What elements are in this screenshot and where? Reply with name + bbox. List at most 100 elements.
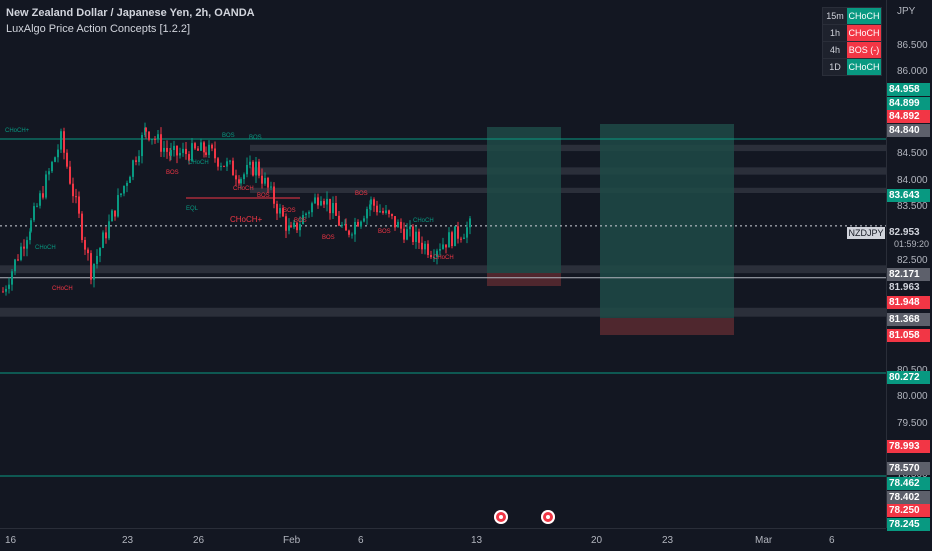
candle-body bbox=[132, 160, 134, 177]
candle-body bbox=[439, 249, 441, 251]
candle-body bbox=[264, 177, 266, 184]
candle-body bbox=[36, 205, 38, 207]
candle-body bbox=[308, 212, 310, 214]
event-marker[interactable] bbox=[494, 510, 508, 524]
time-tick: 23 bbox=[122, 535, 134, 546]
candle-body bbox=[469, 218, 471, 228]
candle-body bbox=[427, 243, 429, 255]
supply-demand-zone bbox=[250, 167, 886, 175]
candle-body bbox=[96, 255, 98, 264]
candle-body bbox=[345, 223, 347, 231]
candle-body bbox=[120, 193, 122, 196]
candle-body bbox=[252, 161, 254, 176]
candle-body bbox=[421, 242, 423, 250]
candle-body bbox=[249, 161, 251, 165]
candle-body bbox=[105, 232, 107, 239]
candle-body bbox=[394, 216, 396, 228]
candle-body bbox=[385, 210, 387, 213]
structure-label: BOS bbox=[222, 133, 235, 139]
candle-body bbox=[48, 171, 50, 175]
candle-body bbox=[200, 142, 202, 151]
candle-body bbox=[285, 216, 287, 231]
mtf-row: 15m CHoCH bbox=[822, 7, 882, 25]
candle-body bbox=[114, 210, 116, 217]
candle-body bbox=[179, 152, 181, 156]
candle-body bbox=[243, 174, 245, 180]
candle-body bbox=[185, 148, 187, 155]
price-tag: 82.171 bbox=[887, 268, 930, 281]
time-axis[interactable]: 16 23 26 Feb 6 13 20 23 Mar 6 bbox=[0, 528, 886, 551]
candle-body bbox=[145, 127, 147, 132]
long-position-profit bbox=[487, 127, 561, 273]
candle-body bbox=[235, 175, 237, 180]
event-marker[interactable] bbox=[541, 510, 555, 524]
price-tick: 82.500 bbox=[897, 255, 928, 266]
candle-body bbox=[191, 143, 193, 161]
structure-label: BOS bbox=[322, 235, 335, 241]
mtf-timeframe: 4h bbox=[823, 42, 847, 58]
candle-body bbox=[163, 147, 165, 152]
candle-body bbox=[418, 231, 420, 243]
candle-body bbox=[42, 193, 44, 198]
candle-body bbox=[246, 164, 248, 175]
price-tag: 81.058 bbox=[887, 329, 930, 342]
time-tick: 23 bbox=[662, 535, 674, 546]
supply-demand-zone bbox=[250, 144, 886, 152]
price-tag: 78.402 bbox=[887, 491, 930, 504]
candle-body bbox=[170, 150, 172, 156]
candle-body bbox=[229, 160, 231, 162]
structure-label: BOS bbox=[166, 170, 179, 176]
candle-body bbox=[188, 154, 190, 161]
price-tag: 78.250 bbox=[887, 504, 930, 517]
candle-body bbox=[323, 201, 325, 205]
candle-body bbox=[87, 249, 89, 254]
candle-body bbox=[391, 213, 393, 217]
candle-body bbox=[205, 152, 207, 155]
price-axis[interactable] bbox=[886, 0, 932, 528]
candle-body bbox=[45, 174, 47, 198]
price-tick: 84.500 bbox=[897, 148, 928, 159]
candle-body bbox=[279, 208, 281, 214]
candle-body bbox=[305, 213, 307, 216]
structure-label: CHoCH+ bbox=[5, 128, 30, 134]
long-position-loss bbox=[487, 273, 561, 286]
candle-body bbox=[445, 244, 447, 248]
symbol-tag: NZDJPY bbox=[847, 227, 885, 239]
long-position-loss bbox=[600, 318, 734, 335]
candle-body bbox=[151, 138, 153, 140]
candle-body bbox=[373, 199, 375, 206]
mtf-table: 15m CHoCH 1h CHoCH 4h BOS (-) 1D CHoCH bbox=[822, 7, 882, 76]
candle-body bbox=[299, 224, 301, 231]
structure-label: CHoCH bbox=[233, 186, 254, 192]
supply-demand-zone bbox=[0, 307, 886, 317]
price-tick: 86.000 bbox=[897, 66, 928, 77]
candle-body bbox=[341, 224, 343, 226]
candle-body bbox=[29, 231, 31, 241]
price-tag: 84.899 bbox=[887, 97, 930, 110]
candle-body bbox=[466, 227, 468, 238]
mtf-row: 1D CHoCH bbox=[822, 58, 882, 76]
candle-body bbox=[348, 230, 350, 235]
candle-body bbox=[296, 222, 298, 231]
price-tag: 84.958 bbox=[887, 83, 930, 96]
time-tick: 26 bbox=[193, 535, 205, 546]
candle-body bbox=[11, 271, 13, 285]
indicator-name[interactable]: LuxAlgo Price Action Concepts [1.2.2] bbox=[6, 23, 191, 35]
candle-body bbox=[370, 199, 372, 205]
candle-body bbox=[223, 165, 225, 167]
price-tag: 81.963 bbox=[887, 281, 930, 294]
candle-body bbox=[30, 220, 32, 232]
price-tag: 84.892 bbox=[887, 110, 930, 123]
price-tag: 78.993 bbox=[887, 440, 930, 453]
candle-body bbox=[141, 134, 143, 157]
candle-body bbox=[226, 161, 228, 167]
candle-body bbox=[194, 143, 196, 149]
price-tag: 83.643 bbox=[887, 189, 930, 202]
candle-body bbox=[54, 157, 56, 162]
candle-body bbox=[382, 211, 384, 213]
candle-body bbox=[14, 259, 16, 272]
price-tag: 78.245 bbox=[887, 518, 930, 531]
candle-body bbox=[412, 226, 414, 242]
candle-body bbox=[460, 238, 462, 240]
